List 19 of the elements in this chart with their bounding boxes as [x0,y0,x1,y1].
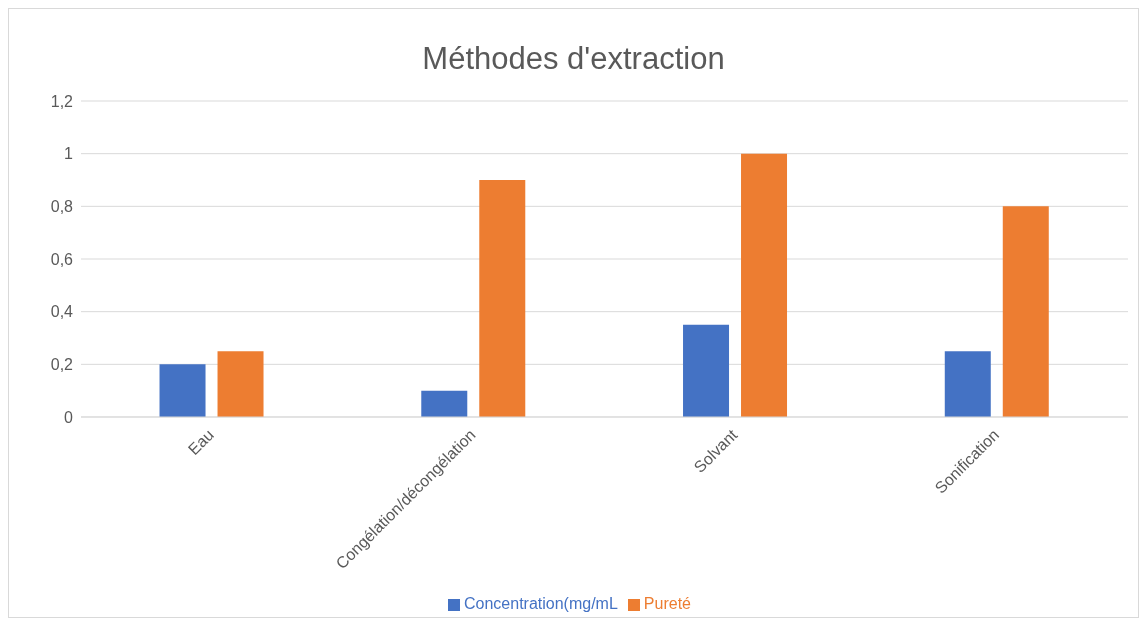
legend-label: Pureté [643,595,691,612]
bar [421,390,468,417]
y-tick-label: 0,2 [50,356,74,374]
bar [159,364,206,417]
bar [944,351,991,417]
chart-title: Méthodes d'extraction [421,41,726,77]
y-tick-label: 0,6 [50,250,74,268]
y-tick-label: 0,4 [50,303,74,321]
bar [741,153,788,417]
bar [479,180,526,417]
bar [1002,206,1049,417]
y-tick-label: 0,8 [50,198,74,216]
legend-label: Concentration(mg/mL [464,595,618,612]
y-tick-label: 1 [64,145,74,163]
y-tick-label: 1,2 [50,92,74,110]
bar [217,351,264,417]
x-tick-label: Eau [184,426,217,459]
bar [683,324,730,417]
y-tick-label: 0 [64,408,74,426]
